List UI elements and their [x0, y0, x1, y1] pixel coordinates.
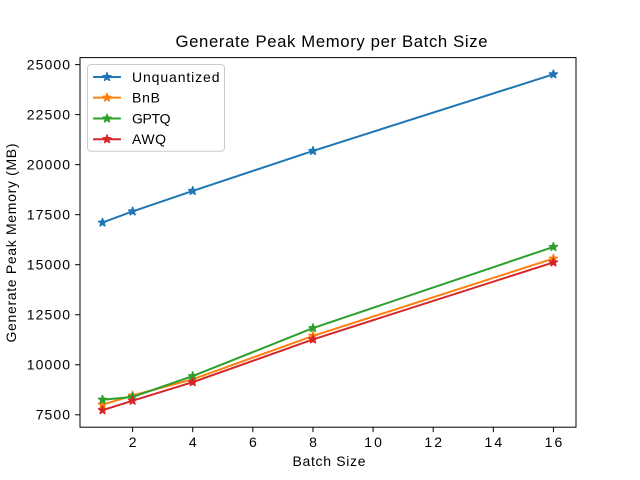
- svg-text:22500: 22500: [27, 107, 70, 123]
- svg-text:20000: 20000: [27, 157, 70, 173]
- svg-text:12500: 12500: [27, 307, 70, 323]
- svg-text:8: 8: [309, 434, 317, 450]
- svg-text:GPTQ: GPTQ: [132, 111, 171, 127]
- svg-text:17500: 17500: [27, 207, 70, 223]
- svg-text:4: 4: [189, 434, 197, 450]
- svg-text:14: 14: [484, 434, 502, 450]
- svg-text:Batch Size: Batch Size: [293, 453, 366, 469]
- svg-text:2: 2: [129, 434, 137, 450]
- svg-text:BnB: BnB: [132, 90, 160, 106]
- svg-text:25000: 25000: [27, 56, 70, 72]
- svg-text:10000: 10000: [27, 357, 70, 373]
- svg-text:Unquantized: Unquantized: [132, 69, 220, 85]
- svg-text:15000: 15000: [27, 257, 70, 273]
- svg-text:12: 12: [424, 434, 442, 450]
- svg-text:10: 10: [364, 434, 382, 450]
- svg-text:Generate Peak Memory per Batch: Generate Peak Memory per Batch Size: [176, 32, 488, 51]
- svg-text:6: 6: [249, 434, 257, 450]
- svg-text:Generate Peak Memory (MB): Generate Peak Memory (MB): [3, 144, 19, 343]
- svg-text:AWQ: AWQ: [132, 131, 166, 147]
- svg-text:16: 16: [545, 434, 563, 450]
- svg-text:7500: 7500: [36, 407, 71, 423]
